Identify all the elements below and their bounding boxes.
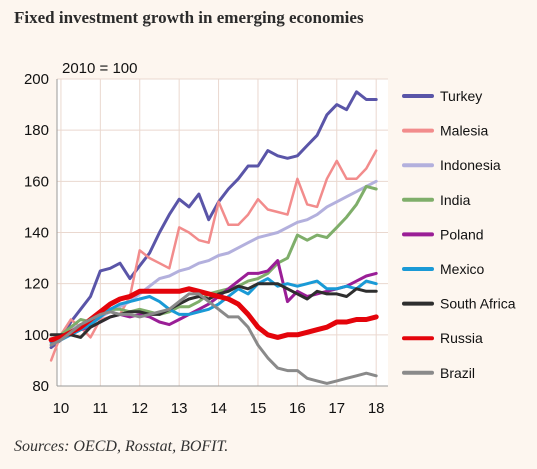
chart-title: Fixed investment growth in emerging econ… — [14, 8, 364, 27]
y-tick-label: 120 — [24, 276, 49, 293]
x-tick-label: 14 — [210, 400, 227, 417]
y-tick-label: 160 — [24, 173, 49, 190]
series-line-turkey — [49, 90, 378, 350]
x-tick-label: 16 — [289, 400, 306, 417]
series-line-russia — [48, 286, 379, 343]
x-tick-label: 10 — [53, 400, 70, 417]
legend-label: Brazil — [440, 365, 475, 381]
y-tick-label: 80 — [32, 378, 49, 395]
legend: Turkey Malesia Indonesia India Poland Mexico S… — [402, 88, 516, 381]
series-lines — [48, 90, 379, 385]
series-line-brazil — [49, 292, 378, 385]
grid — [57, 78, 388, 387]
legend-label: Turkey — [440, 88, 482, 104]
legend-label: Indonesia — [440, 157, 501, 173]
legend-label: Russia — [440, 330, 483, 346]
index-note: 2010 = 100 — [62, 60, 138, 77]
source-note: Sources: OECD, Rosstat, BOFIT. — [14, 438, 229, 455]
legend-label: India — [440, 192, 471, 208]
x-tick-label: 18 — [368, 400, 385, 417]
legend-label: South Africa — [440, 296, 516, 312]
x-tick-label: 12 — [131, 400, 148, 417]
x-tick-label: 17 — [328, 400, 345, 417]
x-tick-label: 15 — [250, 400, 267, 417]
legend-label: Poland — [440, 226, 484, 242]
y-tick-label: 100 — [24, 327, 49, 344]
y-tick-label: 140 — [24, 225, 49, 242]
legend-label: Malesia — [440, 123, 488, 139]
y-tick-label: 180 — [24, 122, 49, 139]
x-tick-label: 13 — [171, 400, 188, 417]
axes: 80 100 120 140 160 180 200 10 11 12 13 14 15 16 17 18 — [24, 71, 388, 417]
x-tick-label: 11 — [93, 400, 109, 417]
legend-label: Mexico — [440, 261, 485, 277]
y-tick-label: 200 — [24, 71, 49, 88]
